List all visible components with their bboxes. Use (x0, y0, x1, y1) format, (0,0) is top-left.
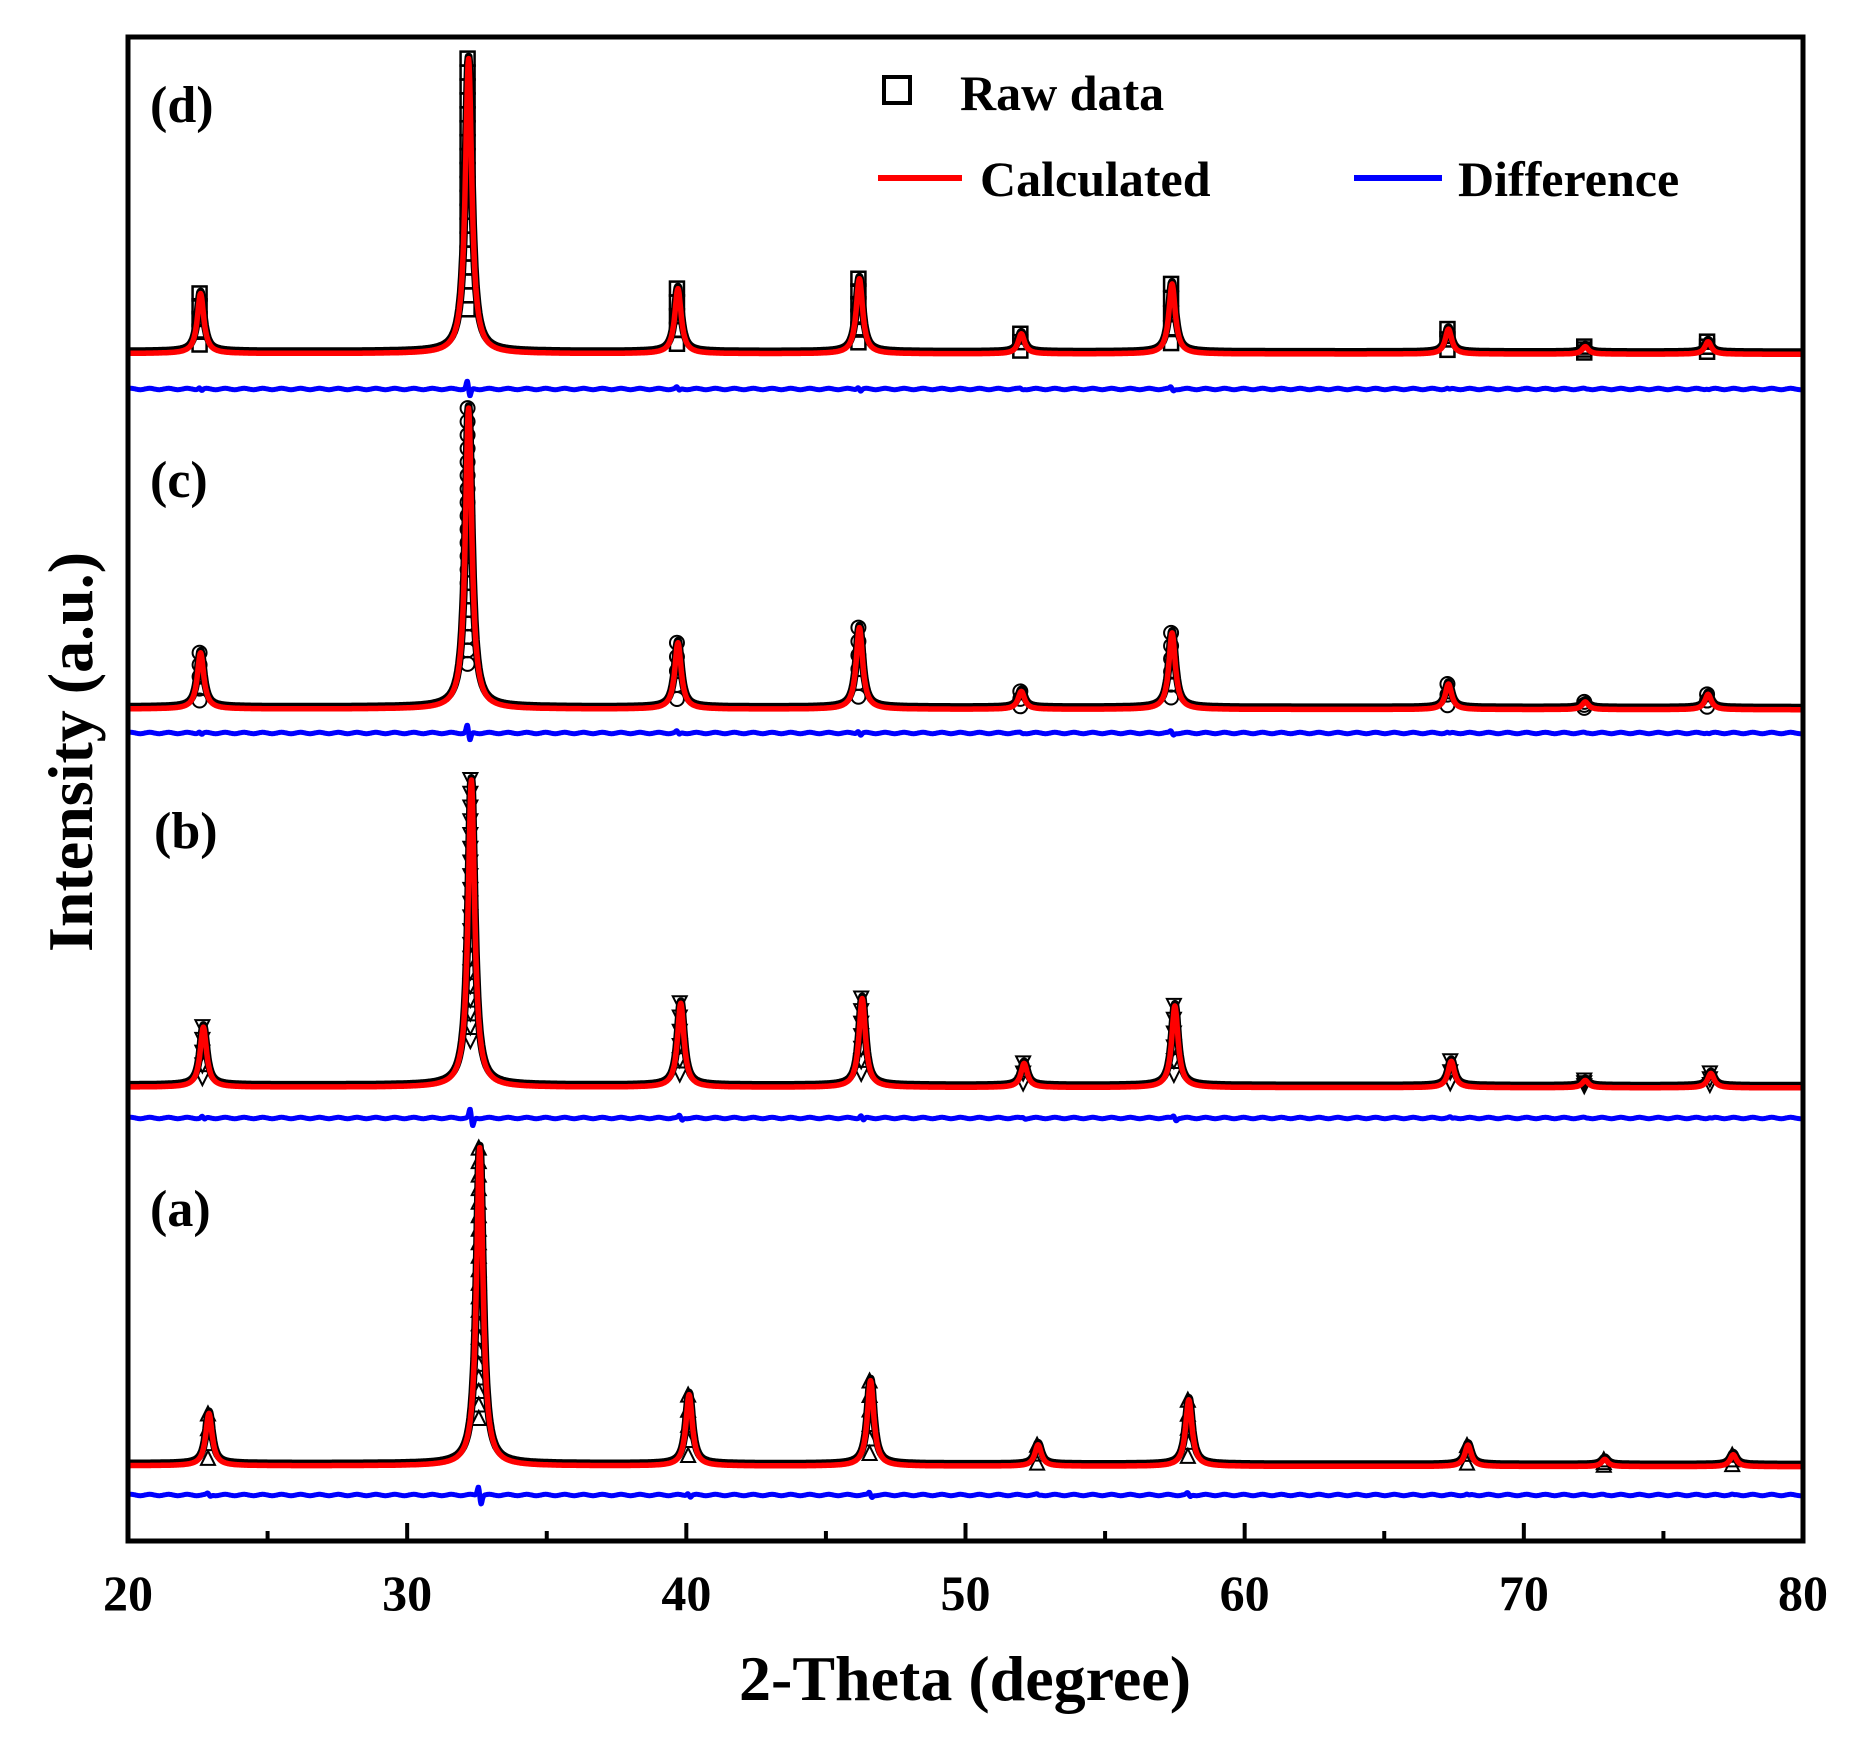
difference-series (126, 722, 1805, 743)
legend: Raw data Calculated Difference (878, 65, 1679, 207)
x-tick-label: 80 (1778, 1565, 1828, 1621)
difference-series (126, 378, 1805, 399)
raw-data-marker (852, 1065, 870, 1084)
x-tick-label: 70 (1499, 1565, 1549, 1621)
raw-data-series (124, 1141, 1806, 1469)
panel-a: (a) (124, 1138, 1806, 1507)
calculated-series (125, 55, 1805, 357)
raw-data-marker (671, 1066, 689, 1084)
raw-data-marker (1179, 1446, 1197, 1464)
panel-label: (c) (150, 452, 208, 509)
raw-data-marker (461, 1033, 479, 1051)
x-tick-label: 60 (1220, 1565, 1270, 1621)
panel-label: (b) (154, 803, 218, 860)
raw-data-marker (860, 1443, 879, 1461)
raw-data-marker (470, 1408, 488, 1427)
x-tick-label: 40 (661, 1565, 711, 1621)
legend-calculated-label: Calculated (980, 151, 1211, 207)
raw-data-marker (679, 1445, 697, 1464)
panel-b: (b) (124, 772, 1806, 1128)
x-tick-label: 20 (103, 1565, 153, 1621)
raw-data-series (124, 774, 1806, 1090)
legend-raw-label: Raw data (960, 65, 1164, 121)
calculated-series (125, 1144, 1805, 1470)
x-tick-label: 30 (382, 1565, 432, 1621)
x-tick-label: 50 (941, 1565, 991, 1621)
legend-raw-marker (882, 75, 912, 105)
plot-frame (125, 34, 1806, 1544)
raw-data-marker (1014, 1075, 1032, 1093)
panel-c: (c) (124, 400, 1806, 743)
panels: (d) (c) (b) (a) (124, 50, 1806, 1507)
plot-area: (d) (c) (b) (a) (124, 34, 1806, 1544)
difference-series (126, 1484, 1805, 1507)
x-axis-title: 2-Theta (degree) (739, 1643, 1191, 1714)
legend-difference-label: Difference (1458, 151, 1679, 207)
raw-data-marker (1165, 1066, 1183, 1085)
x-axis-ticks: 20 30 40 50 60 70 80 (103, 1523, 1828, 1621)
calculated-series (125, 405, 1805, 713)
raw-data-marker (1028, 1453, 1046, 1471)
panel-label: (a) (150, 1181, 211, 1238)
raw-data-marker (199, 1448, 217, 1466)
raw-data-series (124, 402, 1806, 712)
panel-label: (d) (150, 77, 214, 134)
raw-data-marker (1441, 1075, 1459, 1093)
difference-series (126, 1106, 1805, 1128)
raw-data-marker (461, 1019, 479, 1037)
raw-data-marker (193, 1070, 211, 1088)
y-axis-title: Intensity (a.u.) (35, 552, 106, 952)
panel-d: (d) (124, 50, 1806, 399)
calculated-series (125, 777, 1805, 1091)
